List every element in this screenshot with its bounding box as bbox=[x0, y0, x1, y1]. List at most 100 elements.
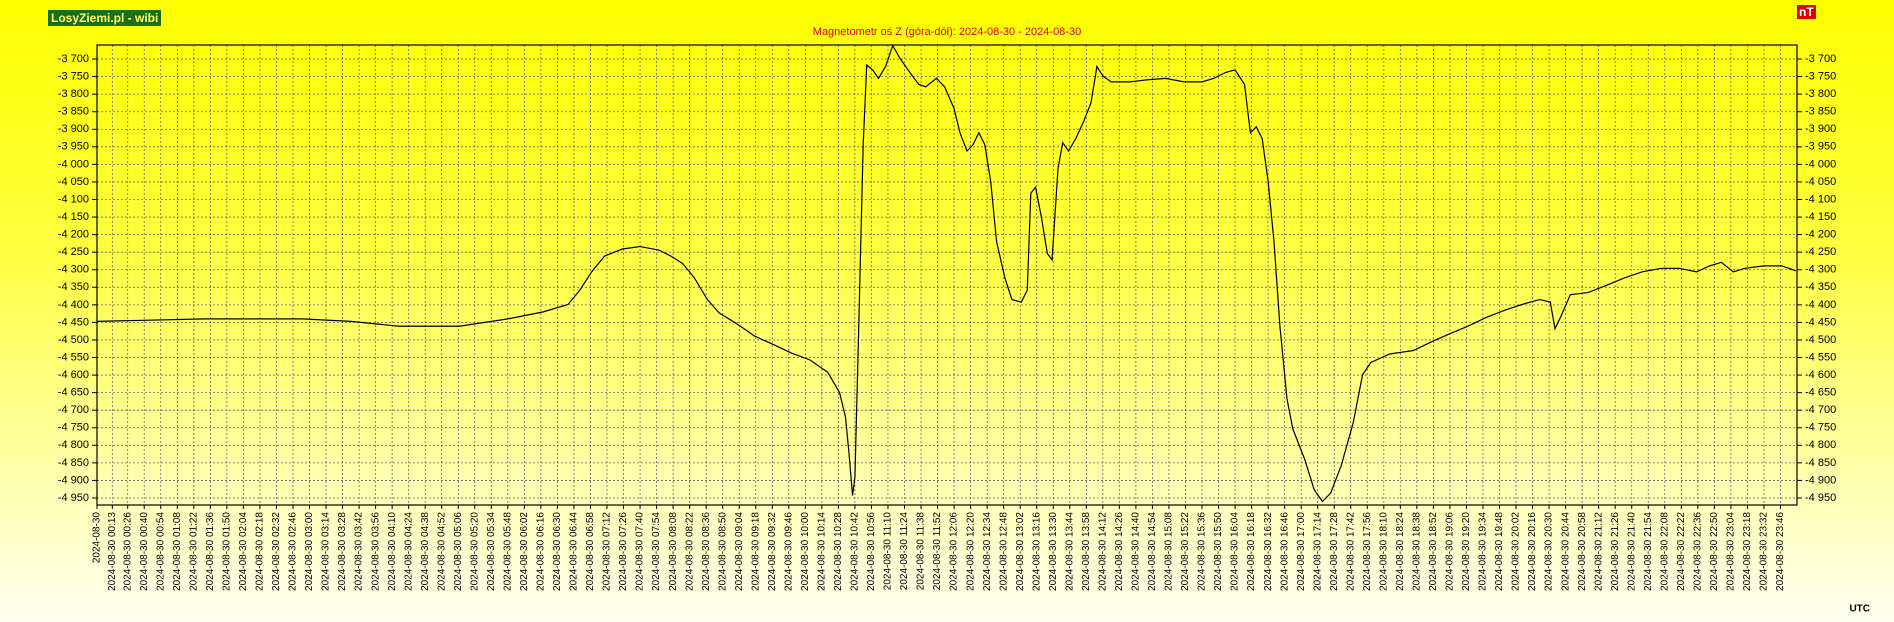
x-tick-label: 2024-08-30 22:50 bbox=[1709, 512, 1720, 591]
y-unit-label: nT bbox=[1797, 5, 1816, 19]
x-tick-label: 2024-08-30 06:30 bbox=[552, 512, 563, 591]
y-tick-label: -4 350 bbox=[58, 281, 89, 293]
x-tick-label: 2024-08-30 10:28 bbox=[833, 512, 844, 591]
x-tick-label: 2024-08-30 08:22 bbox=[684, 512, 695, 591]
x-tick-label: 2024-08-30 06:02 bbox=[519, 512, 530, 591]
y-tick-label: -4 700 bbox=[1805, 404, 1836, 416]
x-tick-label: 2024-08-30 10:56 bbox=[866, 512, 877, 591]
x-tick-label: 2024-08-30 01:08 bbox=[172, 512, 183, 591]
x-tick-label: 2024-08-30 17:28 bbox=[1329, 512, 1340, 591]
x-tick-label: 2024-08-30 13:16 bbox=[1031, 512, 1042, 591]
x-tick-label: 2024-08-30 06:44 bbox=[569, 512, 580, 591]
x-tick-label: 2024-08-30 05:34 bbox=[486, 512, 497, 591]
x-tick-label: 2024-08-30 09:46 bbox=[783, 512, 794, 591]
x-tick-label: 2024-08-30 06:58 bbox=[585, 512, 596, 591]
y-tick-label: -4 150 bbox=[1805, 211, 1836, 223]
x-tick-label: 2024-08-30 17:00 bbox=[1296, 512, 1307, 591]
y-tick-label: -4 300 bbox=[1805, 264, 1836, 276]
x-tick-label: 2024-08-30 02:18 bbox=[255, 512, 266, 591]
y-tick-label: -3 800 bbox=[1805, 88, 1836, 100]
x-tick-label: 2024-08-30 03:56 bbox=[370, 512, 381, 591]
x-tick-label: 2024-08-30 14:54 bbox=[1147, 512, 1158, 591]
x-tick-label: 2024-08-30 13:30 bbox=[1048, 512, 1059, 591]
y-tick-label: -3 800 bbox=[58, 88, 89, 100]
x-tick-label: 2024-08-30 20:58 bbox=[1577, 512, 1588, 591]
x-tick-label: 2024-08-30 15:50 bbox=[1213, 512, 1224, 591]
data-line bbox=[96, 44, 1797, 503]
y-tick-label: -3 700 bbox=[1805, 53, 1836, 65]
x-tick-label: 2024-08-30 09:04 bbox=[734, 512, 745, 591]
x-tick-label: 2024-08-30 00:13 bbox=[107, 512, 118, 591]
x-tick-label: 2024-08-30 12:20 bbox=[965, 512, 976, 591]
y-tick-label: -4 500 bbox=[58, 334, 89, 346]
x-tick-label: 2024-08-30 02:46 bbox=[288, 512, 299, 591]
y-tick-label: -4 100 bbox=[1805, 193, 1836, 205]
x-tick-label: 2024-08-30 21:40 bbox=[1626, 512, 1637, 591]
y-tick-label: -4 100 bbox=[58, 193, 89, 205]
x-tick-label: 2024-08-30 20:44 bbox=[1560, 512, 1571, 591]
x-tick-label: 2024-08-30 03:42 bbox=[354, 512, 365, 591]
y-tick-label: -4 350 bbox=[1805, 281, 1836, 293]
x-tick-label: 2024-08-30 16:46 bbox=[1279, 512, 1290, 591]
x-tick-label: 2024-08-30 15:08 bbox=[1164, 512, 1175, 591]
x-tick-label: 2024-08-30 18:24 bbox=[1395, 512, 1406, 591]
x-tick-label: 2024-08-30 15:36 bbox=[1197, 512, 1208, 591]
x-tick-label: 2024-08-30 06:16 bbox=[536, 512, 547, 591]
x-tick-label: 2024-08-30 19:48 bbox=[1494, 512, 1505, 591]
y-tick-label: -4 500 bbox=[1805, 334, 1836, 346]
y-tick-label: -3 950 bbox=[58, 141, 89, 153]
y-tick-label: -4 650 bbox=[1805, 387, 1836, 399]
x-tick-label: 2024-08-30 17:56 bbox=[1362, 512, 1373, 591]
y-tick-label: -4 550 bbox=[1805, 351, 1836, 363]
x-tick-label: 2024-08-30 03:00 bbox=[304, 512, 315, 591]
x-tick-label: 2024-08-30 11:24 bbox=[899, 512, 910, 591]
x-tick-label: 2024-08-30 22:22 bbox=[1676, 512, 1687, 591]
x-tick-label: 2024-08-30 09:32 bbox=[767, 512, 778, 591]
x-tick-label: 2024-08-30 11:10 bbox=[883, 512, 894, 591]
x-tick-label: 2024-08-30 20:30 bbox=[1544, 512, 1555, 591]
x-tick-label: 2024-08-30 13:58 bbox=[1081, 512, 1092, 591]
y-tick-label: -4 450 bbox=[1805, 316, 1836, 328]
y-tick-label: -3 750 bbox=[1805, 71, 1836, 83]
y-tick-label: -3 850 bbox=[1805, 106, 1836, 118]
x-tick-label: 2024-08-30 20:16 bbox=[1527, 512, 1538, 591]
y-tick-label: -4 400 bbox=[58, 299, 89, 311]
x-tick-label: 2024-08-30 18:38 bbox=[1412, 512, 1423, 591]
y-tick-label: -4 250 bbox=[58, 246, 89, 258]
y-tick-label: -3 850 bbox=[58, 106, 89, 118]
x-tick-label: 2024-08-30 02:04 bbox=[238, 512, 249, 591]
y-tick-label: -4 250 bbox=[1805, 246, 1836, 258]
plot-frame bbox=[96, 44, 1798, 506]
x-tick-label: 2024-08-30 22:36 bbox=[1692, 512, 1703, 591]
x-tick-label: 2024-08-30 19:34 bbox=[1478, 512, 1489, 591]
x-tick-label: 2024-08-30 16:04 bbox=[1230, 512, 1241, 591]
x-tick-label: 2024-08-30 00:54 bbox=[155, 512, 166, 591]
x-tick-label: 2024-08-30 21:26 bbox=[1610, 512, 1621, 591]
chart-title: Magnetometr oś Z (góra-dół): 2024-08-30 … bbox=[813, 26, 1081, 38]
y-tick-label: -4 400 bbox=[1805, 299, 1836, 311]
x-tick-label: 2024-08-30 00:26 bbox=[122, 512, 133, 591]
y-tick-label: -4 200 bbox=[58, 229, 89, 241]
x-tick-label: 2024-08-30 12:06 bbox=[949, 512, 960, 591]
x-tick-label: 2024-08-30 04:10 bbox=[387, 512, 398, 591]
x-tick-label: 2024-08-30 23:32 bbox=[1759, 512, 1770, 591]
x-tick-label: 2024-08-30 18:52 bbox=[1428, 512, 1439, 591]
y-tick-label: -4 950 bbox=[1805, 492, 1836, 504]
x-tick-label: 2024-08-30 15:22 bbox=[1180, 512, 1191, 591]
x-tick-label: 2024-08-30 23:04 bbox=[1726, 512, 1737, 591]
x-tick-label: 2024-08-30 07:26 bbox=[618, 512, 629, 591]
y-tick-label: -4 700 bbox=[58, 404, 89, 416]
x-tick-label: 2024-08-30 03:28 bbox=[337, 512, 348, 591]
x-tick-label: 2024-08-30 05:20 bbox=[469, 512, 480, 591]
x-axis-label: UTC bbox=[1849, 604, 1870, 615]
x-tick-label: 2024-08-30 12:48 bbox=[998, 512, 1009, 591]
x-tick-label: 2024-08-30 04:24 bbox=[403, 512, 414, 591]
x-tick-label: 2024-08-30 18:10 bbox=[1378, 512, 1389, 591]
x-tick-label: 2024-08-30 11:52 bbox=[932, 512, 943, 591]
x-tick-label: 2024-08-30 20:02 bbox=[1511, 512, 1522, 591]
y-tick-label: -4 750 bbox=[1805, 422, 1836, 434]
x-tick-label: 2024-08-30 01:22 bbox=[188, 512, 199, 591]
x-tick-label: 2024-08-30 13:44 bbox=[1064, 512, 1075, 591]
